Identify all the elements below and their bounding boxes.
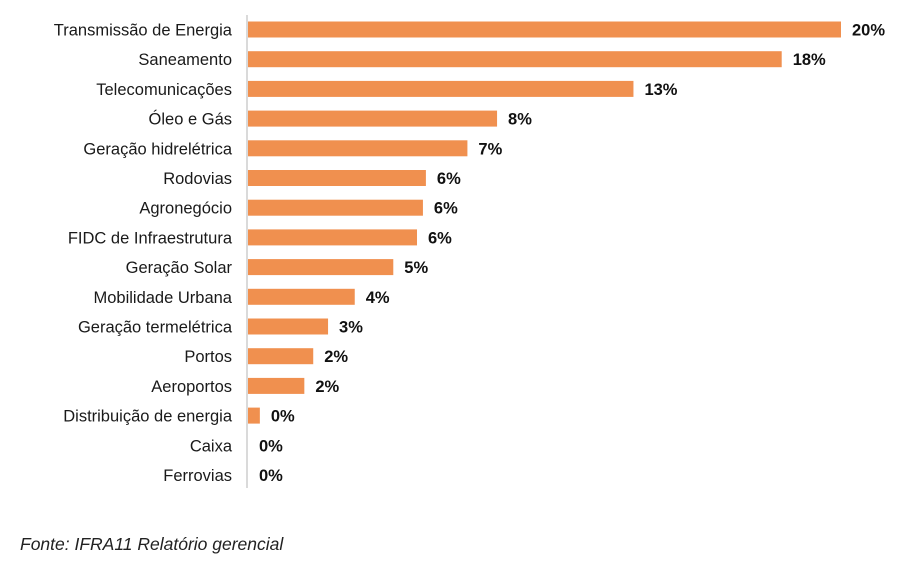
data-label: 6% (428, 229, 452, 247)
bar (248, 110, 498, 127)
bar (248, 21, 841, 38)
bar (248, 348, 314, 365)
data-label: 2% (324, 348, 348, 366)
source-note: Fonte: IFRA11 Relatório gerencial (20, 534, 284, 554)
category-label: FIDC de Infraestrutura (68, 229, 233, 247)
category-label: Óleo e Gás (149, 110, 232, 129)
category-label: Mobilidade Urbana (93, 289, 232, 307)
category-label: Geração termelétrica (78, 319, 233, 337)
bars (248, 21, 841, 424)
bar (248, 288, 355, 305)
bar (248, 199, 423, 216)
data-label: 4% (366, 289, 390, 307)
data-label: 2% (315, 378, 339, 396)
data-label: 3% (339, 319, 363, 337)
category-label: Agronegócio (139, 200, 232, 218)
bar (248, 51, 782, 68)
bar (248, 140, 468, 157)
data-label: 0% (271, 408, 295, 426)
data-label: 0% (259, 437, 283, 455)
category-label: Portos (184, 348, 232, 366)
data-label: 5% (404, 259, 428, 277)
data-label: 18% (793, 51, 826, 69)
bar (248, 377, 305, 394)
bar (248, 170, 426, 186)
data-label: 6% (437, 170, 461, 188)
category-label: Rodovias (163, 170, 232, 188)
bar (248, 80, 634, 97)
bar (248, 259, 394, 276)
category-label: Aeroportos (151, 378, 232, 396)
data-labels: 20%18%13%8%7%6%6%6%5%4%3%2%2%0%0%0% (259, 22, 885, 486)
bar (248, 229, 418, 246)
category-label: Saneamento (138, 51, 232, 69)
category-label: Transmissão de Energia (54, 22, 233, 40)
category-label: Distribuição de energia (63, 408, 233, 426)
data-label: 6% (434, 200, 458, 218)
data-label: 7% (478, 140, 502, 158)
data-label: 13% (644, 81, 677, 99)
category-label: Ferrovias (163, 467, 232, 485)
data-label: 0% (259, 467, 283, 485)
bar (248, 407, 260, 424)
category-label: Geração Solar (126, 259, 233, 277)
category-label: Geração hidrelétrica (83, 140, 232, 158)
category-label: Telecomunicações (96, 81, 232, 99)
bar (248, 318, 329, 335)
category-label: Caixa (190, 437, 233, 455)
data-label: 20% (852, 22, 885, 40)
category-labels: Transmissão de Energia Saneamento Telecomu… (54, 22, 233, 486)
data-label: 8% (508, 111, 532, 129)
bar-chart: Transmissão de Energia Saneamento Telecomu… (54, 15, 885, 488)
